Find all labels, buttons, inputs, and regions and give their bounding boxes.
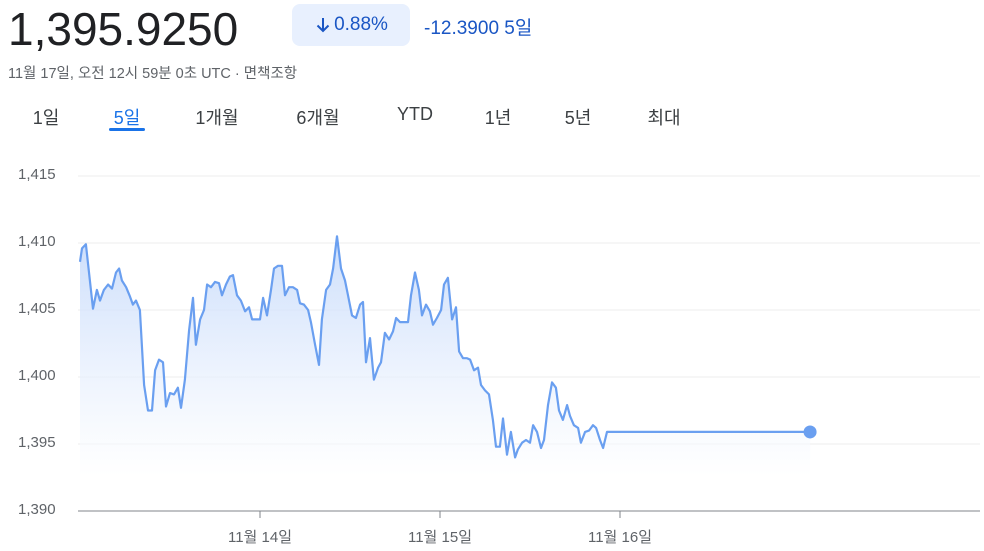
change-chip: 0.88%	[292, 4, 410, 46]
range-tab[interactable]: 5일	[113, 108, 141, 128]
range-tab[interactable]: YTD	[397, 104, 433, 124]
active-tab-underline	[109, 128, 145, 131]
range-tab[interactable]: 1년	[484, 108, 512, 128]
change-percent: 0.88%	[334, 14, 388, 35]
x-tick-label: 11월 14일	[228, 529, 292, 546]
x-tick-label: 11월 15일	[408, 529, 472, 546]
range-tab[interactable]: 1개월	[195, 108, 239, 128]
price-line	[78, 235, 811, 459]
y-tick-label: 1,400	[18, 367, 56, 384]
range-tab[interactable]: 최대	[647, 108, 681, 128]
range-tab[interactable]: 5년	[564, 108, 592, 128]
y-tick-label: 1,405	[18, 300, 56, 317]
change-period: 5일	[504, 18, 533, 39]
last-point	[803, 425, 817, 439]
y-tick-label: 1,415	[18, 166, 56, 183]
timestamp: 11월 17일, 오전 12시 59분 0초 UTC · 면책조항	[8, 66, 298, 82]
down-arrow-icon	[316, 18, 330, 33]
area	[80, 236, 811, 476]
x-tick-label: 11월 16일	[588, 529, 652, 546]
price: 1,395.9250	[8, 3, 239, 55]
range-tab[interactable]: 6개월	[296, 108, 340, 128]
change-value: -12.3900	[424, 18, 500, 39]
range-tab[interactable]: 1일	[32, 108, 60, 128]
y-tick-label: 1,390	[18, 501, 56, 518]
y-tick-label: 1,395	[18, 434, 56, 451]
range-tabs: 1일 5일 1개월 6개월 YTD 1년 5년 최대	[0, 100, 984, 136]
y-tick-label: 1,410	[18, 233, 56, 250]
change-line: -12.3900 5일	[424, 13, 532, 40]
